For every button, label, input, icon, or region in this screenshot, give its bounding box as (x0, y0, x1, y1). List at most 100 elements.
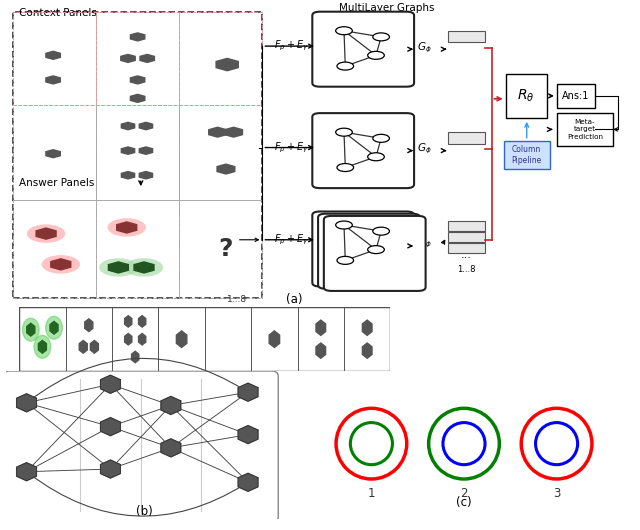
Bar (112, 307, 159, 371)
Circle shape (34, 335, 51, 358)
Polygon shape (134, 262, 154, 273)
Polygon shape (316, 320, 326, 335)
Circle shape (372, 33, 390, 41)
Bar (448, 232, 485, 242)
Circle shape (22, 318, 39, 341)
Text: (c): (c) (456, 496, 472, 509)
Polygon shape (79, 340, 87, 353)
Bar (179, 104, 262, 200)
Polygon shape (132, 351, 139, 363)
Text: ...: ... (461, 250, 472, 260)
Polygon shape (125, 333, 132, 345)
Text: Meta-
target
Prediction: Meta- target Prediction (567, 119, 603, 140)
Bar (448, 132, 485, 144)
Text: (b): (b) (136, 505, 152, 518)
FancyBboxPatch shape (312, 211, 414, 287)
Bar (96, 104, 179, 200)
Circle shape (336, 128, 352, 136)
Polygon shape (131, 33, 145, 41)
Polygon shape (269, 331, 280, 348)
FancyBboxPatch shape (312, 113, 414, 188)
Polygon shape (209, 127, 227, 137)
Polygon shape (140, 55, 154, 63)
Polygon shape (140, 122, 152, 130)
Text: 3: 3 (553, 488, 560, 500)
Polygon shape (36, 228, 56, 239)
Polygon shape (46, 76, 60, 84)
Circle shape (27, 224, 65, 243)
Circle shape (125, 258, 163, 277)
Circle shape (337, 164, 353, 172)
Polygon shape (177, 331, 187, 348)
Polygon shape (131, 76, 145, 84)
Bar (158, 307, 205, 371)
Circle shape (372, 134, 390, 143)
Circle shape (429, 408, 499, 479)
Polygon shape (17, 394, 36, 412)
Polygon shape (131, 94, 145, 102)
Polygon shape (125, 316, 132, 327)
Polygon shape (108, 262, 129, 273)
Text: $F_\rho + E_\gamma$: $F_\rho + E_\gamma$ (274, 140, 308, 155)
Bar (448, 243, 485, 253)
Bar (504, 142, 550, 169)
Polygon shape (100, 375, 120, 393)
Bar (179, 12, 262, 104)
Text: $G_\phi$: $G_\phi$ (417, 236, 432, 250)
Text: ?: ? (219, 237, 233, 261)
Polygon shape (362, 343, 372, 358)
Bar (96, 200, 179, 298)
Circle shape (336, 221, 352, 229)
Circle shape (443, 422, 485, 465)
Text: 2: 2 (460, 488, 468, 500)
Circle shape (350, 422, 392, 465)
Polygon shape (100, 418, 120, 436)
Polygon shape (238, 383, 258, 401)
Bar (448, 222, 485, 231)
Polygon shape (100, 460, 120, 478)
Circle shape (367, 153, 384, 161)
Text: Column
Pipeline: Column Pipeline (511, 145, 542, 165)
Polygon shape (122, 172, 134, 179)
Text: $F_\rho + E_\gamma$: $F_\rho + E_\gamma$ (274, 39, 308, 54)
Bar (13, 200, 96, 298)
FancyBboxPatch shape (318, 214, 420, 289)
Text: MultiLayer Graphs: MultiLayer Graphs (339, 3, 435, 13)
Text: 1: 1 (367, 488, 375, 500)
Bar (13, 12, 96, 104)
Circle shape (336, 408, 407, 479)
FancyBboxPatch shape (3, 371, 278, 522)
Circle shape (108, 218, 146, 237)
Polygon shape (216, 58, 238, 70)
Text: Context Panels: Context Panels (19, 8, 97, 17)
Polygon shape (46, 149, 60, 158)
Polygon shape (140, 147, 152, 154)
Polygon shape (238, 426, 258, 444)
Circle shape (45, 316, 62, 339)
FancyBboxPatch shape (312, 12, 414, 87)
Circle shape (337, 257, 353, 264)
Bar (19, 307, 65, 371)
Bar (251, 307, 298, 371)
Text: $G_\phi$: $G_\phi$ (417, 142, 432, 156)
Polygon shape (138, 316, 146, 327)
FancyBboxPatch shape (324, 216, 426, 291)
Polygon shape (17, 463, 36, 481)
Bar (65, 307, 112, 371)
Polygon shape (161, 439, 180, 457)
Bar (205, 307, 251, 371)
Polygon shape (38, 340, 47, 353)
Circle shape (367, 245, 384, 254)
Polygon shape (122, 122, 134, 130)
Polygon shape (316, 343, 326, 358)
Polygon shape (116, 222, 137, 233)
Bar (448, 31, 485, 42)
Polygon shape (140, 172, 152, 179)
Text: Ans:1: Ans:1 (563, 91, 589, 101)
Bar (179, 200, 262, 298)
Polygon shape (84, 319, 93, 332)
Circle shape (42, 255, 80, 273)
Polygon shape (161, 396, 180, 414)
Polygon shape (362, 320, 372, 335)
Bar (13, 12, 262, 298)
